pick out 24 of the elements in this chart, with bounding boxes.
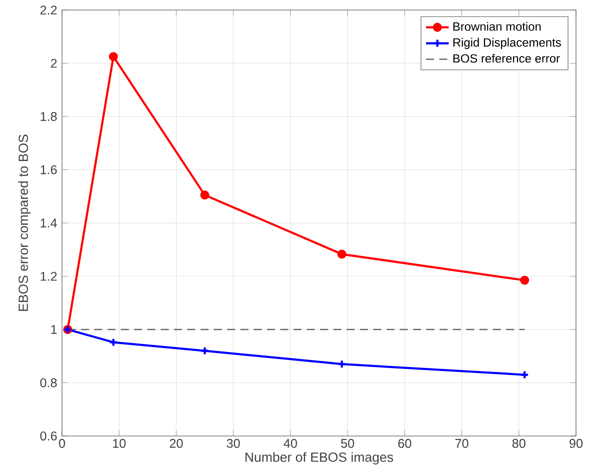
y-axis-title: EBOS error compared to BOS [18, 134, 31, 311]
y-tick-label: 1.8 [40, 112, 57, 121]
x-tick-label: 30 [226, 438, 240, 448]
x-tick-label: 70 [455, 438, 468, 448]
legend-label: Brownian motion [453, 22, 541, 31]
x-tick-label: 50 [341, 438, 354, 448]
x-tick-label: 40 [284, 438, 297, 448]
y-tick-label: 0.8 [40, 378, 57, 388]
x-tick-label: 80 [512, 438, 526, 448]
y-tick-label: 0.6 [40, 432, 57, 440]
x-axis-title: Number of EBOS images [246, 452, 394, 464]
legend-label: BOS reference error [453, 54, 560, 63]
y-tick-label: 1.2 [40, 272, 57, 281]
y-tick-label: 2.2 [40, 6, 57, 14]
x-tick-label: 20 [170, 438, 183, 448]
y-tick-label: 2 [50, 58, 57, 68]
x-tick-label: 60 [398, 438, 412, 448]
x-tick-label: 90 [570, 438, 583, 448]
x-tick-label: 0 [58, 438, 66, 448]
y-tick-label: 1 [51, 325, 57, 334]
y-tick-label: 1.4 [40, 218, 57, 228]
legend-label: Rigid Displacements [453, 38, 561, 50]
x-tick-label: 10 [113, 438, 126, 448]
y-tick-label: 1.6 [40, 165, 57, 174]
